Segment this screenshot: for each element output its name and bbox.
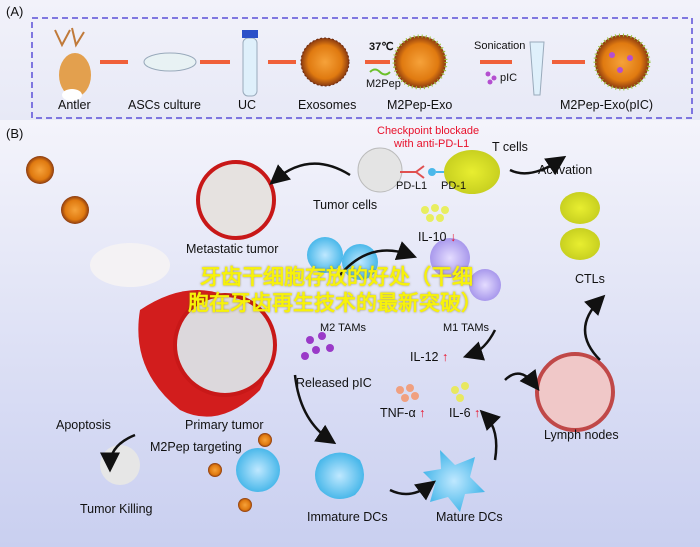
tumor-cells-label: Tumor cells: [313, 198, 378, 212]
t-cell-icon: [444, 150, 500, 194]
watermark-line-1: 牙齿干细胞存放的好处（干细: [200, 266, 473, 289]
m2pep-exo-pic-icon: [593, 33, 651, 91]
m1-tam-icon: [430, 238, 470, 278]
m1-tams-label: M1 TAMs: [443, 322, 490, 334]
tumor-killing-icon: [100, 445, 140, 485]
il6-label: IL-6 ↑: [449, 406, 481, 420]
panel-a-border: [31, 17, 693, 119]
sonication-label: Sonication: [474, 40, 526, 52]
m2-tams-label: M2 TAMs: [320, 322, 367, 334]
tumor-killing-label: Tumor Killing: [80, 502, 153, 516]
immature-dc-icon: [315, 452, 364, 499]
step-ascs-culture: ASCs culture: [128, 98, 201, 112]
watermark-line-2: 胞在牙齿再生技术的最新突破）: [188, 292, 482, 315]
panel-a-label: (A): [6, 4, 24, 19]
lymph-nodes-label: Lymph nodes: [544, 428, 619, 442]
apoptosis-label: Apoptosis: [56, 418, 111, 432]
released-pic-icon: [301, 332, 334, 360]
m2pep-exo-icon: [392, 34, 448, 90]
activation-label: Activation: [538, 163, 593, 177]
pic-label: pIC: [500, 72, 518, 84]
mature-dc-icon: [423, 450, 485, 512]
checkpoint-label-2: with anti-PD-L1: [394, 138, 470, 150]
m2pep-label: M2Pep: [366, 78, 401, 90]
flow-arrows: [100, 155, 606, 501]
mouse-icon: [90, 243, 170, 287]
petri-dish-icon: [143, 52, 197, 72]
step-m2pep-exo-pic: M2Pep-Exo(pIC): [560, 98, 654, 112]
ctls-label: CTLs: [575, 272, 605, 286]
deer-icon: [54, 27, 91, 101]
step-uc: UC: [238, 98, 257, 112]
step-m2pep-exo: M2Pep-Exo: [387, 98, 453, 112]
m2pep-targeting-label: M2Pep targeting: [150, 440, 242, 454]
temperature-label: 37℃: [369, 41, 394, 53]
pd-l1-label: PD-L1: [396, 180, 428, 192]
macrophage-icon: [236, 448, 280, 492]
exosome-icon: [300, 37, 350, 87]
tnf-label: TNF-α ↑: [380, 406, 426, 420]
step-exosomes: Exosomes: [298, 98, 357, 112]
lymph-node-icon: [535, 352, 615, 432]
t-cells-label: T cells: [492, 140, 528, 154]
metastatic-tumor-icon: [196, 160, 276, 240]
eppendorf-icon: [529, 41, 545, 96]
immature-dcs-label: Immature DCs: [307, 510, 388, 524]
il12-label: IL-12 ↑: [410, 350, 449, 364]
metastatic-tumor-label: Metastatic tumor: [186, 242, 279, 256]
tumor-cell-icon: [357, 147, 403, 193]
checkpoint-label: Checkpoint blockade: [377, 125, 480, 137]
pd-1-label: PD-1: [441, 180, 467, 192]
mature-dcs-label: Mature DCs: [436, 510, 503, 524]
released-pic-label: Released pIC: [296, 376, 372, 390]
step-antler: Antler: [58, 98, 91, 112]
m2-tam-icon: [307, 237, 343, 273]
il10-label: IL-10 ↓: [418, 230, 457, 244]
tube-icon: [242, 37, 258, 97]
panel-b-label: (B): [6, 126, 24, 141]
primary-tumor-label: Primary tumor: [185, 418, 264, 432]
